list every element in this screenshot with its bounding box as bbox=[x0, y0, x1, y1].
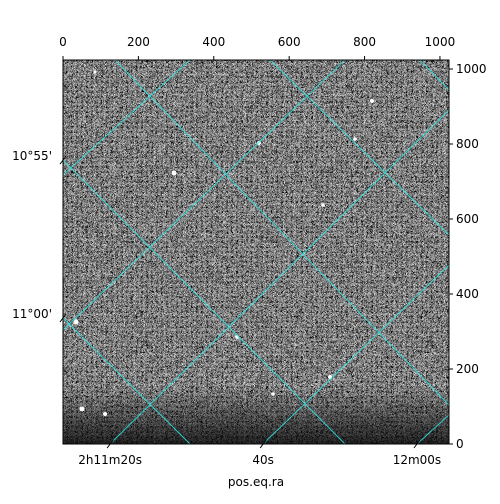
x-tick-label: 800 bbox=[353, 35, 376, 49]
y-tick-label: 1000 bbox=[456, 62, 487, 76]
ra-tick-label: 40s bbox=[252, 453, 274, 467]
x-tick-label: 600 bbox=[278, 35, 301, 49]
dec-tick-label: 10°55' bbox=[12, 149, 52, 163]
dec-tick bbox=[59, 313, 67, 323]
y-tick-label: 200 bbox=[456, 362, 479, 376]
y-tick-label: 400 bbox=[456, 287, 479, 301]
ra-tick bbox=[106, 439, 114, 449]
x-tick-label: 400 bbox=[202, 35, 225, 49]
ra-tick-label: 12m00s bbox=[393, 453, 441, 467]
x-axis-label: pos.eq.ra bbox=[228, 475, 284, 489]
ra-tick bbox=[259, 439, 267, 449]
x-tick-label: 0 bbox=[59, 35, 67, 49]
ra-tick-label: 2h11m20s bbox=[78, 453, 142, 467]
ra-tick bbox=[413, 439, 421, 449]
x-tick-label: 200 bbox=[127, 35, 150, 49]
frame bbox=[62, 59, 450, 445]
dec-tick-label: 11°00' bbox=[12, 307, 52, 321]
y-tick-label: 0 bbox=[456, 437, 464, 451]
dec-tick bbox=[59, 155, 67, 165]
x-tick-label: 1000 bbox=[425, 35, 456, 49]
y-tick-label: 800 bbox=[456, 137, 479, 151]
sky-image bbox=[63, 60, 449, 444]
y-tick-label: 600 bbox=[456, 212, 479, 226]
